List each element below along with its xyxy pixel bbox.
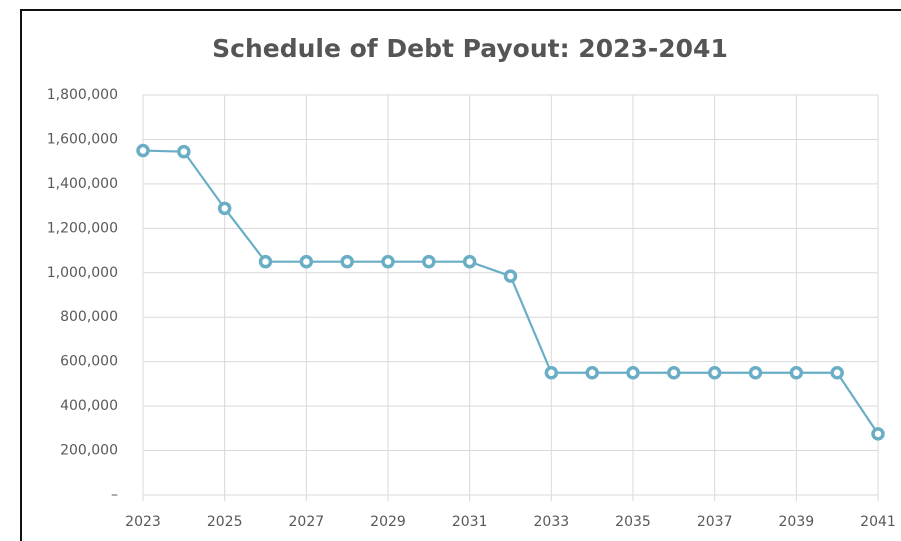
y-tick-label: 1,800,000 xyxy=(47,87,118,103)
data-point xyxy=(585,366,599,380)
data-point xyxy=(381,254,395,269)
data-point xyxy=(871,427,885,441)
y-tick-label: 800,000 xyxy=(60,309,118,325)
x-tick-label: 2033 xyxy=(534,514,570,530)
x-tick-label: 2029 xyxy=(370,514,406,530)
y-tick-label: – xyxy=(111,487,118,503)
data-point xyxy=(830,366,844,380)
y-tick-label: 200,000 xyxy=(60,443,118,459)
data-point xyxy=(707,366,722,380)
y-tick-label: 400,000 xyxy=(60,398,118,414)
data-point xyxy=(136,143,150,158)
data-point xyxy=(217,201,232,216)
data-point xyxy=(626,366,640,380)
data-point xyxy=(299,254,314,269)
chart-title: Schedule of Debt Payout: 2023-2041 xyxy=(212,34,728,63)
data-point xyxy=(177,144,191,159)
frame xyxy=(20,9,901,541)
data-point xyxy=(544,366,559,380)
y-tick-label: 1,400,000 xyxy=(47,176,118,192)
data-point xyxy=(462,254,477,269)
x-tick-label: 2025 xyxy=(207,514,243,530)
x-tick-label: 2035 xyxy=(615,514,651,530)
x-tick-label: 2037 xyxy=(697,514,733,530)
data-point xyxy=(258,254,273,269)
data-point xyxy=(340,254,354,269)
data-point xyxy=(667,366,681,380)
x-tick-label: 2027 xyxy=(289,514,325,530)
y-tick-label: 1,000,000 xyxy=(47,265,118,281)
y-tick-label: 1,600,000 xyxy=(47,131,118,147)
data-point xyxy=(789,366,804,380)
x-tick-label: 2031 xyxy=(452,514,488,530)
data-point xyxy=(503,269,518,283)
data-point xyxy=(422,254,436,269)
y-tick-label: 600,000 xyxy=(60,354,118,370)
y-tick-label: 1,200,000 xyxy=(47,220,118,236)
x-tick-label: 2041 xyxy=(860,514,896,530)
data-point xyxy=(748,366,763,380)
x-tick-label: 2039 xyxy=(779,514,815,530)
x-tick-label: 2023 xyxy=(125,514,161,530)
